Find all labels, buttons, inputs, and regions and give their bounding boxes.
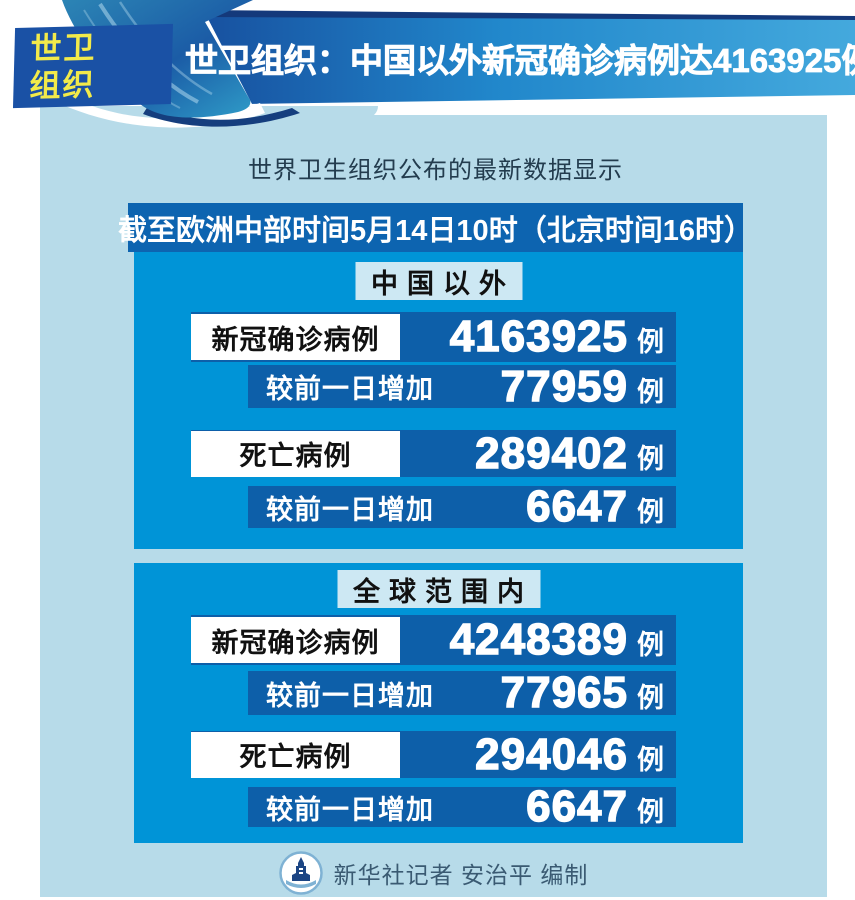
stat-value: 6647 例 — [525, 782, 664, 831]
white-swoosh — [52, 90, 265, 128]
stat-value: 6647 例 — [525, 482, 664, 531]
section-header-chip: 全球范围内 — [337, 570, 540, 608]
stat-unit: 例 — [637, 683, 664, 713]
stat-row-confirmed: 新冠确诊病例 4163925 例 — [191, 312, 676, 362]
stat-row-deaths: 死亡病例 294046 例 — [191, 731, 676, 778]
title-banner-shape — [200, 17, 855, 104]
stat-row-confirmed: 新冠确诊病例 4248389 例 — [191, 615, 676, 665]
increment-row: 较前一日增加 6647 例 — [248, 482, 676, 531]
logo-tower-window — [298, 872, 303, 874]
stat-number: 289402 — [474, 428, 628, 478]
stat-unit: 例 — [637, 797, 664, 827]
increment-label: 较前一日增加 — [266, 680, 434, 711]
navy-tail-swish — [143, 106, 300, 127]
stat-label-box: 死亡病例 — [191, 430, 400, 477]
stat-unit: 例 — [637, 376, 664, 407]
increment-row: 较前一日增加 77965 例 — [248, 668, 676, 717]
stat-label-box: 新冠确诊病例 — [191, 617, 400, 663]
stat-number: 6647 — [525, 482, 628, 531]
stat-label-box: 新冠确诊病例 — [191, 314, 400, 360]
xinhua-logo-icon — [278, 851, 323, 895]
increment-label: 较前一日增加 — [266, 794, 434, 825]
stat-value: 4163925 例 — [449, 312, 676, 361]
increment-label: 较前一日增加 — [266, 374, 434, 404]
footer-credit: 新华社记者 安治平 编制 — [333, 862, 589, 888]
stat-number: 294046 — [474, 729, 628, 779]
stat-value: 77959 例 — [500, 361, 664, 411]
stat-value: 294046 例 — [474, 729, 676, 779]
stat-value: 289402 例 — [474, 428, 676, 478]
stat-value: 77965 例 — [500, 668, 664, 717]
stat-label-box: 死亡病例 — [191, 731, 400, 778]
logo-wing — [291, 873, 296, 881]
stat-number: 4248389 — [449, 615, 628, 664]
increment-row: 较前一日增加 6647 例 — [248, 782, 676, 831]
stat-row-deaths: 死亡病例 289402 例 — [191, 430, 676, 477]
stat-value: 4248389 例 — [449, 615, 676, 664]
stat-number: 77959 — [500, 361, 628, 411]
stat-unit: 例 — [637, 443, 664, 474]
logo-banner-arc — [285, 880, 316, 888]
stat-number: 4163925 — [449, 312, 628, 361]
section-header-chip: 中国以外 — [355, 262, 522, 300]
stat-number: 6647 — [525, 782, 628, 831]
stat-unit: 例 — [637, 497, 664, 527]
stat-number: 77965 — [500, 668, 628, 717]
logo-wing — [305, 873, 310, 881]
time-bar: 截至欧洲中部时间5月14日10时（北京时间16时） — [118, 203, 753, 252]
increment-label: 较前一日增加 — [266, 494, 434, 525]
section-card-worldwide: 全球范围内 新冠确诊病例 4248389 例 较前一日增加 77965 例 死亡… — [134, 563, 743, 843]
subtitle: 世界卫生组织公布的最新数据显示 — [248, 157, 623, 184]
stat-unit: 例 — [637, 327, 664, 357]
increment-row: 较前一日增加 77959 例 — [248, 361, 676, 411]
who-badge-line2: 组织 — [29, 66, 96, 104]
logo-tower-window — [298, 868, 303, 870]
stat-unit: 例 — [637, 744, 664, 775]
who-badge: 世卫 组织 — [12, 23, 174, 109]
section-card-outside-china: 中国以外 新冠确诊病例 4163925 例 较前一日增加 77959 例 死亡病… — [134, 252, 743, 549]
page-title: 世卫组织：中国以外新冠确诊病例达4163925例 — [185, 42, 855, 80]
who-badge-line1: 世卫 — [30, 29, 97, 67]
footer: 新华社记者 安治平 编制 — [40, 849, 827, 897]
stat-unit: 例 — [637, 630, 664, 660]
